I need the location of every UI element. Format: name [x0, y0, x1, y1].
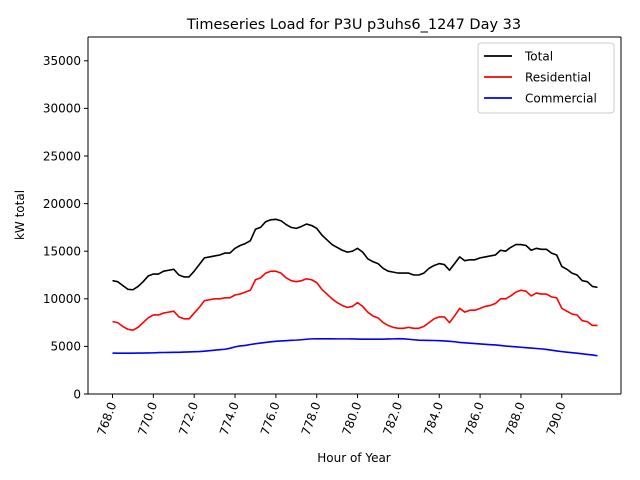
x-tick-label: 778.0	[299, 400, 324, 437]
y-axis-ticks: 0 5000 10000 15000 20000 25000 30000 35000	[43, 54, 88, 401]
y-tick-label: 5000	[50, 340, 81, 354]
x-tick-label: 774.0	[217, 400, 242, 437]
y-tick-label: 35000	[43, 54, 81, 68]
series-lines	[112, 218, 598, 357]
x-axis-ticks: 768.0 770.0 772.0 774.0 776.0 778.0 780.0 782.0…	[94, 394, 569, 437]
legend-label-commercial: Commercial	[525, 92, 597, 106]
y-tick-label: 15000	[43, 245, 81, 259]
chart-title: Timeseries Load for P3U p3uhs6_1247 Day …	[186, 17, 521, 33]
legend-label-residential: Residential	[525, 71, 591, 85]
y-tick-label: 0	[73, 387, 81, 401]
x-tick-label: 784.0	[421, 400, 446, 437]
x-tick-label: 788.0	[503, 400, 528, 437]
y-tick-label: 25000	[43, 149, 81, 163]
y-tick-label: 10000	[43, 292, 81, 306]
x-tick-label: 786.0	[462, 400, 487, 437]
y-axis-label: kW total	[13, 190, 27, 240]
series-line-residential	[112, 270, 598, 332]
series-line-commercial	[112, 337, 598, 357]
axes-frame	[87, 36, 622, 395]
x-tick-label: 768.0	[94, 400, 119, 437]
legend-box	[477, 42, 615, 114]
legend: Total Residential Commercial	[477, 42, 615, 114]
x-tick-label: 776.0	[258, 400, 283, 437]
x-tick-label: 770.0	[135, 400, 160, 437]
x-tick-label: 790.0	[544, 400, 569, 437]
series-line-total	[112, 218, 598, 291]
x-tick-label: 782.0	[380, 400, 405, 437]
x-tick-label: 780.0	[339, 400, 364, 437]
y-tick-label: 20000	[43, 197, 81, 211]
y-tick-label: 30000	[43, 102, 81, 116]
x-tick-label: 772.0	[176, 400, 201, 437]
legend-label-total: Total	[524, 50, 553, 64]
x-axis-label: Hour of Year	[317, 451, 391, 465]
